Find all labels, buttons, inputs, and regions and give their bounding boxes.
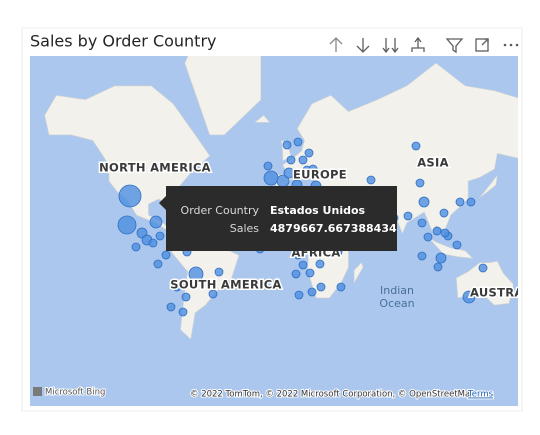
map-bubble xyxy=(403,211,413,221)
terms-link[interactable]: Terms xyxy=(466,389,495,401)
map-bubble xyxy=(161,250,171,260)
tooltip-field: Order Country xyxy=(181,204,260,217)
filter-icon[interactable] xyxy=(445,38,464,54)
map-bubble xyxy=(304,148,314,158)
map-bubble xyxy=(291,269,301,279)
map-bubble xyxy=(294,290,304,300)
bing-logo: Microsoft Bing xyxy=(33,387,106,399)
header-icons xyxy=(329,36,519,54)
map-bubble xyxy=(462,290,476,304)
map-bubble xyxy=(435,252,447,264)
map-bubble xyxy=(466,197,476,207)
map-bubble xyxy=(283,167,295,179)
map-bubble xyxy=(208,289,218,299)
tooltip: Order Country Estados Unidos Sales 48796… xyxy=(159,186,397,251)
map-bubble xyxy=(166,302,176,312)
drill-down-icon[interactable] xyxy=(356,38,370,53)
landmass xyxy=(254,114,271,123)
continent-label: ASIA xyxy=(417,156,449,170)
map-bubble xyxy=(308,164,318,174)
map-bubble xyxy=(440,228,450,238)
map-bubble xyxy=(118,184,142,208)
map-bubble xyxy=(423,232,433,242)
landmass xyxy=(184,56,262,136)
ocean-label: Indian xyxy=(380,284,414,297)
map-bubble xyxy=(148,238,158,248)
map-bubble xyxy=(131,242,141,252)
map-bubble xyxy=(455,197,465,207)
map-bubble xyxy=(181,292,191,302)
landmass xyxy=(353,262,364,284)
map-bubble xyxy=(433,262,443,272)
next-level-icon[interactable] xyxy=(382,38,399,54)
map-bubble xyxy=(298,260,308,270)
visual-title: Sales by Order Country xyxy=(30,32,217,51)
map-bubble xyxy=(263,170,279,186)
tooltip-value: 4879667.667388434 xyxy=(270,222,397,235)
map-bubble xyxy=(117,215,137,235)
landmass xyxy=(479,175,498,198)
continent-label: AUSTRALIA xyxy=(470,286,540,300)
map-bubble xyxy=(415,178,425,188)
map-bubble xyxy=(293,137,303,147)
map-bubble xyxy=(366,175,376,185)
map-bubble xyxy=(336,282,346,292)
map-bubble xyxy=(188,266,204,282)
map-bubble xyxy=(153,259,163,269)
more-options-icon[interactable] xyxy=(503,43,519,47)
map-bubble xyxy=(316,282,326,292)
logo-text: Microsoft Bing xyxy=(45,388,105,398)
map-bubble xyxy=(432,226,442,236)
map-bubble xyxy=(178,307,188,317)
map-bubble xyxy=(214,267,224,277)
map-bubble xyxy=(417,251,427,261)
map-bubble xyxy=(439,208,449,218)
tooltip-value: Estados Unidos xyxy=(270,204,366,217)
map-bubble xyxy=(411,141,421,151)
attribution: © 2022 TomTom, © 2022 Microsoft Corporat… xyxy=(190,390,476,400)
tooltip-field: Sales xyxy=(230,222,260,235)
map-bubble xyxy=(417,218,427,228)
map-bubble xyxy=(478,263,488,273)
map-bubble xyxy=(155,231,165,241)
map-bubble xyxy=(418,196,430,208)
map-bubble xyxy=(263,161,273,171)
tooltip-box xyxy=(166,186,397,251)
continent-label: EUROPE xyxy=(293,168,347,182)
ocean-label: Ocean xyxy=(379,297,414,310)
map-bubble xyxy=(286,155,296,165)
map-bubble xyxy=(298,155,308,165)
expand-icon[interactable] xyxy=(411,36,425,52)
focus-mode-icon[interactable] xyxy=(475,38,489,52)
map-bubble xyxy=(172,282,182,292)
continent-label: NORTH AMERICA xyxy=(99,161,211,175)
map-bubble xyxy=(452,240,462,250)
map-bubble xyxy=(315,259,325,269)
map-bubble xyxy=(149,215,163,229)
map-bubble xyxy=(305,268,315,278)
continent-label: SOUTH AMERICA xyxy=(170,278,281,292)
landmass xyxy=(428,237,474,259)
map-bubble xyxy=(307,287,317,297)
drill-up-icon[interactable] xyxy=(329,37,343,52)
landmass xyxy=(534,298,540,321)
map-bubble xyxy=(282,140,292,150)
